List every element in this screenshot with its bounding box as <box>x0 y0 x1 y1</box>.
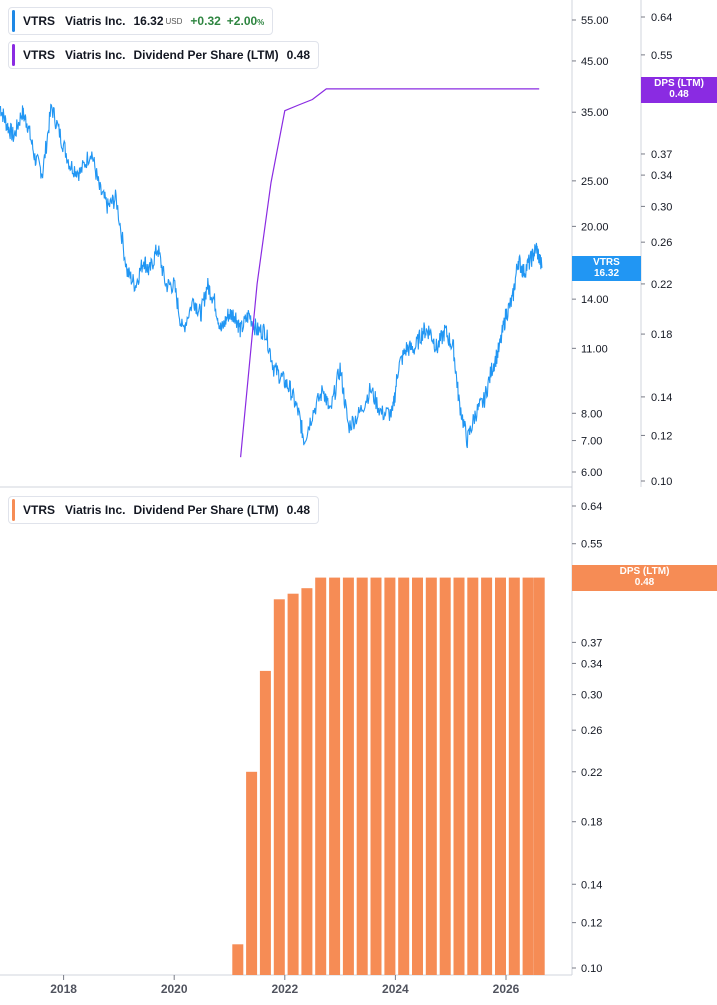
dps-bar <box>439 577 451 975</box>
dps-bar <box>273 599 285 975</box>
dps-bar <box>246 771 258 975</box>
dps-bar <box>329 577 341 975</box>
dps-axis-label: 0.26 <box>581 725 602 737</box>
dps-bar <box>301 588 313 975</box>
dps-axis-label: 0.34 <box>581 658 602 670</box>
dps-bar <box>315 577 327 975</box>
dps-bottom-legend-color <box>12 499 15 521</box>
dps-bar <box>495 577 506 975</box>
dps-series-line <box>240 88 540 458</box>
dps-axis-label: 0.18 <box>581 817 602 829</box>
price-axis-label: 14.00 <box>581 294 609 306</box>
dps-axis-label: 0.64 <box>651 12 672 24</box>
dps-axis-label: 0.22 <box>651 279 672 291</box>
dps-tag-label: DPS (LTM) <box>654 78 704 89</box>
dps-axis-label: 0.30 <box>651 201 672 213</box>
legend-change: +0.32 <box>190 14 221 28</box>
dps-top-last-value-tag: DPS (LTM) 0.48 <box>641 77 717 103</box>
time-axis-label: 2026 <box>493 982 520 996</box>
price-axis-label: 25.00 <box>581 176 609 188</box>
dps-bar <box>287 593 299 975</box>
price-legend-color <box>12 10 15 32</box>
dps-top-legend-color <box>12 44 15 66</box>
dps-bar <box>481 577 493 975</box>
dps-tag-value: 0.48 <box>669 89 689 100</box>
price-axis-label: 7.00 <box>581 436 602 448</box>
dps-axis-label: 0.55 <box>651 50 672 62</box>
price-tag-symbol: VTRS <box>593 257 620 268</box>
dps-axis-label: 0.22 <box>581 767 602 779</box>
dps-axis-label: 0.12 <box>581 918 602 930</box>
price-last-value-tag: VTRS 16.32 <box>572 256 641 281</box>
dps-axis-label: 0.14 <box>651 392 672 404</box>
legend-dps-value: 0.48 <box>286 48 310 62</box>
dps-tag-label: DPS (LTM) <box>619 566 670 577</box>
legend-metric: Dividend Per Share (LTM) <box>133 48 279 62</box>
price-axis-label: 8.00 <box>581 408 602 420</box>
dps-axis-label: 0.64 <box>581 501 602 513</box>
legend-price-value: 16.32 <box>133 14 164 28</box>
price-legend[interactable]: VTRS Viatris Inc. 16.32 USD +0.32 +2.00% <box>8 7 274 35</box>
legend-dps-value: 0.48 <box>286 503 310 517</box>
dps-bottom-last-value-tag: DPS (LTM) 0.48 <box>572 565 717 591</box>
legend-company: Viatris Inc. <box>65 14 126 28</box>
price-axis-label: 35.00 <box>581 107 609 119</box>
dps-bar <box>232 944 244 975</box>
dps-bar <box>467 577 479 975</box>
dps-axis-label: 0.26 <box>651 237 672 249</box>
dps-bar <box>453 577 465 975</box>
legend-symbol: VTRS <box>23 48 56 62</box>
legend-metric: Dividend Per Share (LTM) <box>133 503 279 517</box>
price-series-line <box>0 103 543 449</box>
time-axis-label: 2024 <box>382 982 409 996</box>
dps-axis-label: 0.18 <box>651 329 672 341</box>
dps-axis-label: 0.30 <box>581 690 602 702</box>
legend-symbol: VTRS <box>23 14 56 28</box>
dps-tag-value: 0.48 <box>634 577 655 588</box>
legend-symbol: VTRS <box>23 503 56 517</box>
price-axis-label: 55.00 <box>581 15 609 27</box>
time-axis-label: 2018 <box>50 982 77 996</box>
legend-company: Viatris Inc. <box>65 48 126 62</box>
dps-axis-label: 0.12 <box>651 430 672 442</box>
dps-axis-label: 0.37 <box>581 637 602 649</box>
legend-company: Viatris Inc. <box>65 503 126 517</box>
dps-axis-label: 0.55 <box>581 539 602 551</box>
price-axis-label: 45.00 <box>581 56 609 68</box>
dps-bar <box>370 577 382 975</box>
price-axis-label: 6.00 <box>581 467 602 479</box>
time-axis-label: 2022 <box>271 982 298 996</box>
time-axis-label: 2020 <box>161 982 188 996</box>
dps-bar <box>398 577 410 975</box>
dps-axis-label: 0.10 <box>581 963 602 975</box>
dps-bar <box>533 577 545 975</box>
dps-bar <box>425 577 437 975</box>
dps-bar <box>356 577 368 975</box>
legend-currency: USD <box>165 16 183 26</box>
dps-bottom-legend[interactable]: VTRS Viatris Inc. Dividend Per Share (LT… <box>8 496 319 524</box>
dps-axis-label: 0.34 <box>651 170 672 182</box>
dps-bar <box>412 577 423 975</box>
dps-bar <box>259 670 271 975</box>
dps-bar <box>384 577 396 975</box>
price-axis-label: 20.00 <box>581 221 609 233</box>
legend-change-pct: +2.00% <box>226 14 265 28</box>
dps-axis-label: 0.37 <box>651 149 672 161</box>
price-axis-label: 11.00 <box>581 343 608 355</box>
dps-bar <box>342 577 354 975</box>
dps-axis-label: 0.14 <box>581 879 602 891</box>
dps-top-legend[interactable]: VTRS Viatris Inc. Dividend Per Share (LT… <box>8 41 319 69</box>
price-tag-value: 16.32 <box>593 268 620 279</box>
dps-axis-label: 0.10 <box>651 476 672 488</box>
dps-bar <box>508 577 520 975</box>
dps-bar <box>522 577 534 975</box>
